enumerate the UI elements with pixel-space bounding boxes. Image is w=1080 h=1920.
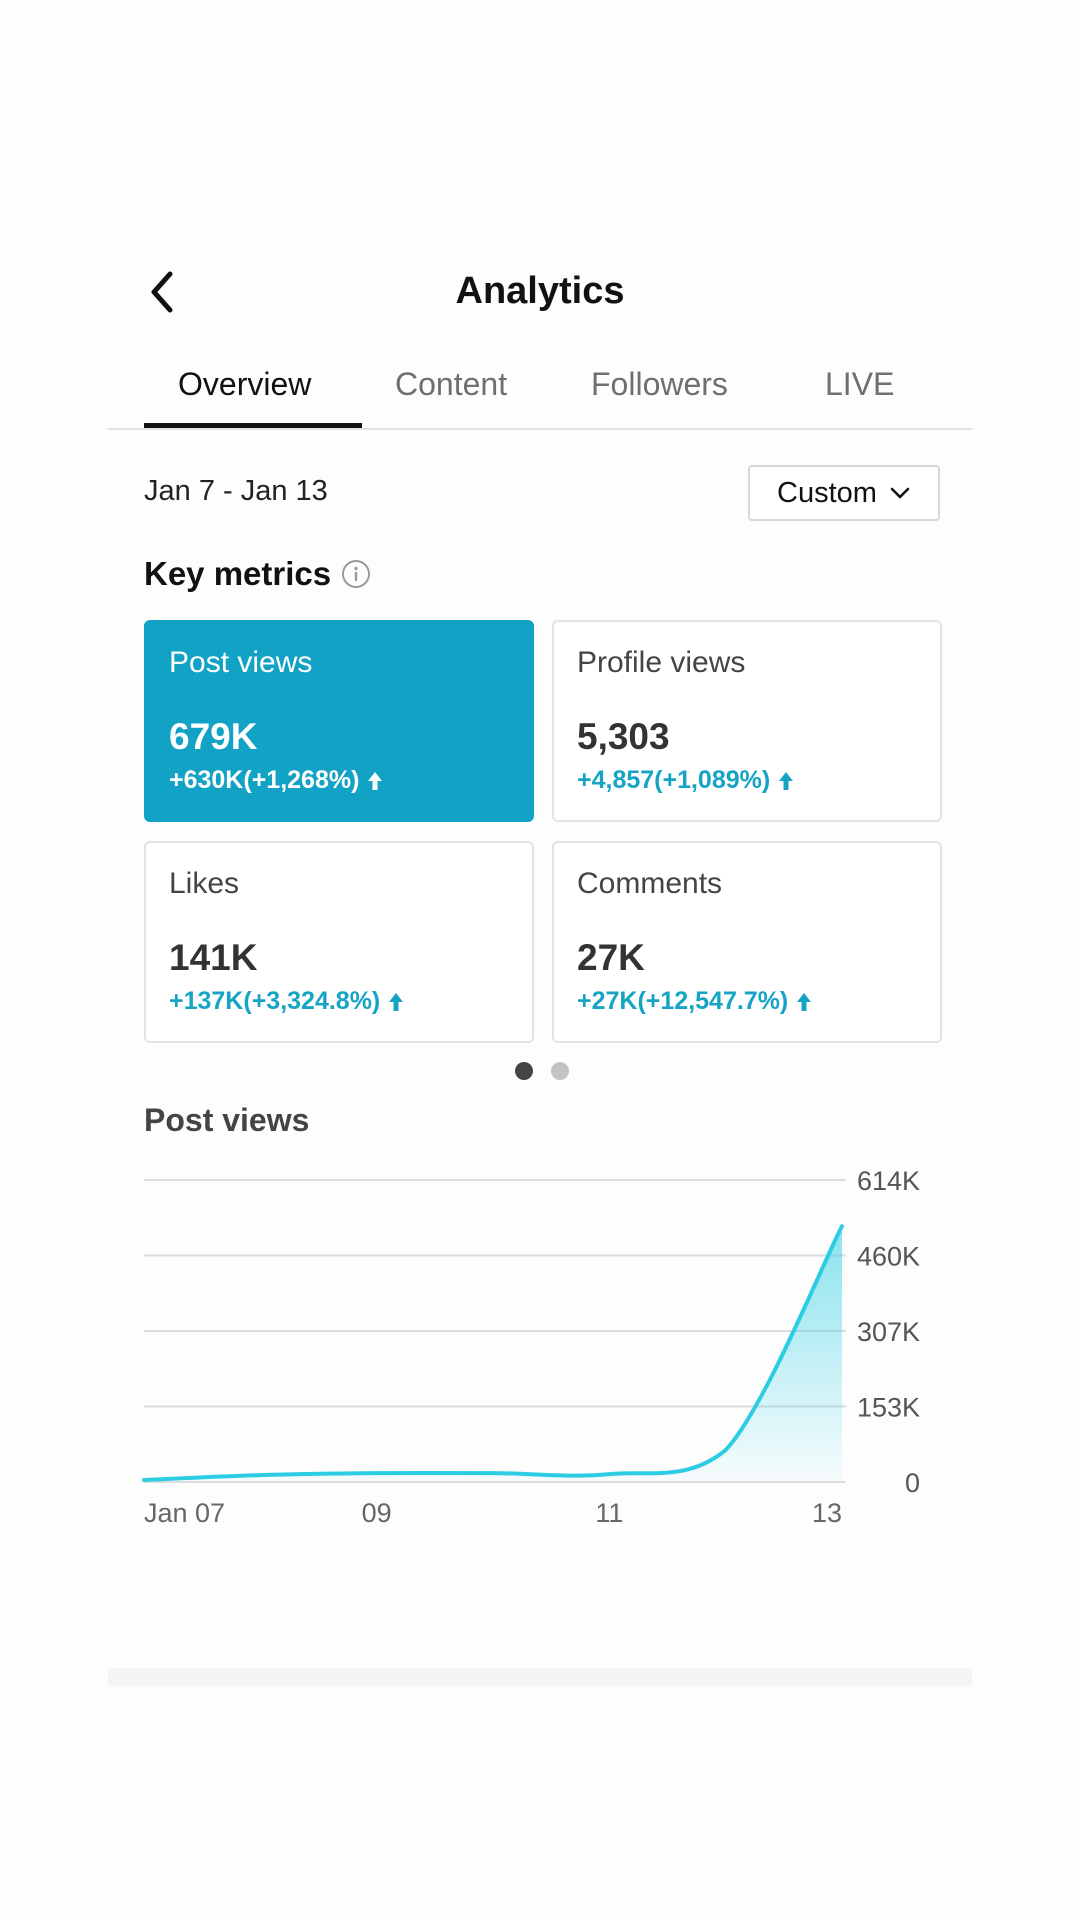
metric-change: +137K(+3,324.8%): [169, 987, 404, 1016]
chevron-down-icon: [890, 487, 910, 499]
key-metrics-title: Key metrics: [144, 555, 332, 592]
arrow-up-icon: [797, 992, 812, 1011]
post-views-chart: 614K 460K 307K 153K 0 Jan 07 09 11 13: [142, 1166, 920, 1528]
metric-change: +630K(+1,268%): [169, 766, 383, 795]
arrow-up-icon: [368, 771, 383, 790]
custom-range-button[interactable]: Custom: [748, 465, 940, 521]
tab-overview[interactable]: Overview: [178, 366, 312, 402]
metric-label: Likes: [169, 867, 240, 900]
key-metrics-heading: Key metrics: [144, 555, 371, 593]
custom-range-label: Custom: [777, 476, 877, 509]
chart-x-tick-label: 09: [362, 1498, 392, 1528]
metric-change: +4,857(+1,089%): [577, 766, 794, 795]
metric-cards: Post views 679K +630K(+1,268%) Profile v…: [144, 620, 942, 1044]
metric-card-profile-views[interactable]: Profile views 5,303 +4,857(+1,089%): [552, 620, 942, 822]
metric-card-post-views[interactable]: Post views 679K +630K(+1,268%): [144, 620, 534, 822]
metric-change: +27K(+12,547.7%): [577, 987, 812, 1016]
info-icon[interactable]: [341, 559, 371, 589]
chart-x-tick-label: 11: [595, 1498, 623, 1528]
metric-card-comments[interactable]: Comments 27K +27K(+12,547.7%): [552, 841, 942, 1043]
chart-y-tick-label: 307K: [857, 1317, 920, 1347]
metric-change-text: +630K(+1,268%): [169, 766, 360, 794]
chart-y-tick-label: 153K: [857, 1393, 920, 1423]
metric-change-text: +137K(+3,324.8%): [169, 987, 381, 1015]
page-title: Analytics: [455, 270, 625, 312]
arrow-up-icon: [389, 992, 404, 1011]
chart-y-tick-label: 0: [905, 1468, 920, 1498]
metric-value: 141K: [169, 937, 258, 978]
metric-change-text: +4,857(+1,089%): [577, 766, 771, 794]
chart-y-tick-label: 614K: [857, 1166, 920, 1196]
chevron-left-icon: [151, 271, 173, 313]
header: Analytics: [108, 250, 972, 334]
active-tab-indicator: [144, 423, 362, 428]
metric-value: 5,303: [577, 716, 670, 757]
metric-value: 679K: [169, 716, 258, 757]
metric-change-text: +27K(+12,547.7%): [577, 987, 789, 1015]
metric-value: 27K: [577, 937, 645, 978]
chart-y-tick-label: 460K: [857, 1242, 920, 1272]
metric-label: Post views: [169, 646, 313, 679]
chart-title: Post views: [144, 1102, 310, 1138]
chart-x-tick-label: 13: [812, 1498, 842, 1528]
section-divider: [108, 1668, 972, 1686]
date-range-label: Jan 7 - Jan 13: [144, 475, 328, 507]
pagination-dot-1[interactable]: [515, 1062, 533, 1080]
chart-area-fill: [144, 1226, 842, 1482]
tab-content[interactable]: Content: [395, 366, 508, 402]
arrow-up-icon: [779, 771, 794, 790]
back-button[interactable]: [142, 266, 186, 318]
tab-live[interactable]: LIVE: [825, 366, 895, 402]
metric-card-likes[interactable]: Likes 141K +137K(+3,324.8%): [144, 841, 534, 1043]
pagination-dots: [515, 1062, 569, 1080]
metric-label: Comments: [577, 867, 723, 900]
tab-bar: Overview Content Followers LIVE: [108, 354, 972, 430]
tab-followers[interactable]: Followers: [591, 366, 728, 402]
pagination-dot-2[interactable]: [551, 1062, 569, 1080]
chart-series-line: [142, 1224, 844, 1483]
metric-label: Profile views: [577, 646, 746, 679]
chart-x-tick-label: Jan 07: [144, 1498, 225, 1528]
